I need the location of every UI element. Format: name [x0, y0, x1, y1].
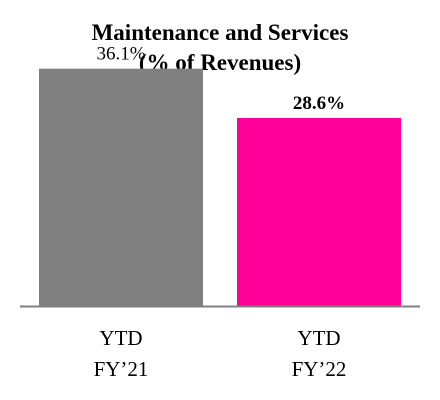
category-label-1-line-2: FY’21	[94, 357, 149, 381]
category-label-1-line-1: YTD	[99, 326, 142, 350]
data-label-2: 28.6%	[293, 93, 345, 114]
data-label-1: 36.1%	[96, 44, 145, 65]
category-label-2-line-2: FY’22	[292, 357, 347, 381]
chart-title: Maintenance and Services	[91, 20, 349, 45]
bar-2	[237, 117, 401, 306]
bar-1	[39, 68, 203, 306]
category-label-2-line-1: YTD	[297, 326, 340, 350]
